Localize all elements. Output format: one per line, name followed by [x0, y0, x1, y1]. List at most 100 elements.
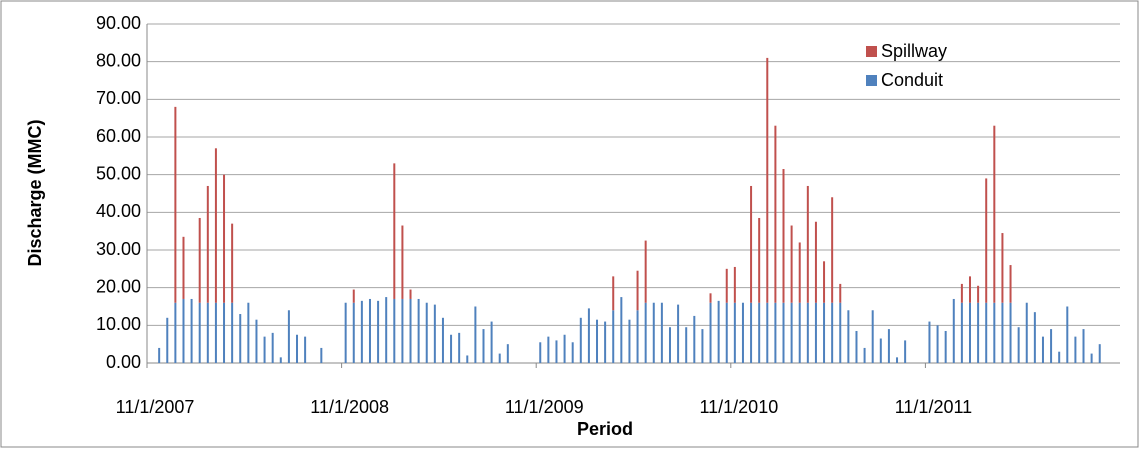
bar [879, 338, 882, 363]
bar [417, 298, 420, 363]
y-axis-title: Discharge (MMC) [25, 119, 45, 266]
bar [612, 276, 615, 311]
bar [604, 321, 607, 363]
bar [636, 270, 639, 311]
bar [214, 148, 217, 303]
bar [174, 302, 177, 363]
bar [555, 340, 558, 363]
bar [790, 225, 793, 303]
bar [960, 283, 963, 303]
bar [368, 298, 371, 363]
bar [466, 355, 469, 363]
bar [985, 178, 988, 303]
bar [628, 319, 631, 363]
bar [863, 347, 866, 363]
bar [1090, 353, 1093, 363]
bar [1025, 302, 1028, 363]
bar [806, 302, 809, 363]
bar [1050, 329, 1053, 363]
bar [223, 174, 226, 303]
bar [758, 302, 761, 363]
bar [750, 302, 753, 363]
bar [693, 315, 696, 363]
x-tick-label: 11/1/2008 [310, 397, 389, 417]
bar [709, 302, 712, 363]
bar [1017, 327, 1020, 363]
y-tick-label: 10.00 [96, 314, 141, 334]
y-tick-label: 0.00 [106, 352, 141, 372]
bar [960, 302, 963, 363]
bar [190, 298, 193, 363]
bar [458, 332, 461, 363]
bar [806, 185, 809, 303]
bar [441, 317, 444, 363]
y-tick-label: 30.00 [96, 239, 141, 259]
bar [206, 185, 209, 303]
legend-label: Conduit [881, 70, 943, 90]
bar [896, 357, 899, 363]
bar [450, 334, 453, 363]
bar [709, 293, 712, 303]
bar [587, 308, 590, 363]
bar [831, 302, 834, 363]
bar [644, 302, 647, 363]
bar [296, 334, 299, 363]
bar [320, 347, 323, 363]
bar [952, 298, 955, 363]
bar [993, 125, 996, 303]
bar [766, 57, 769, 303]
bar [1066, 306, 1069, 363]
bar [271, 332, 274, 363]
bar [482, 329, 485, 363]
bar [344, 302, 347, 363]
bar [701, 329, 704, 363]
bar [498, 353, 501, 363]
bar [547, 336, 550, 363]
bar [839, 283, 842, 303]
bar [733, 302, 736, 363]
bar [823, 261, 826, 303]
bar [433, 304, 436, 363]
bar [660, 302, 663, 363]
bar [1082, 329, 1085, 363]
bar [750, 185, 753, 303]
bar [847, 310, 850, 363]
bar [352, 289, 355, 303]
bar [304, 336, 307, 363]
y-tick-label: 50.00 [96, 163, 141, 183]
bar [231, 302, 234, 363]
bar [255, 319, 258, 363]
bar [506, 344, 509, 363]
bar [993, 302, 996, 363]
bar [725, 302, 728, 363]
bar [782, 302, 785, 363]
bar [977, 285, 980, 303]
y-tick-label: 40.00 [96, 201, 141, 221]
bar [158, 347, 161, 363]
bar [823, 302, 826, 363]
bar [539, 342, 542, 363]
x-tick-label: 11/1/2010 [699, 397, 778, 417]
bar [790, 302, 793, 363]
bar [774, 302, 777, 363]
bar [206, 302, 209, 363]
bar [766, 302, 769, 363]
bar [279, 357, 282, 363]
y-tick-label: 80.00 [96, 50, 141, 70]
bar [401, 225, 404, 299]
bar [247, 302, 250, 363]
bar [985, 302, 988, 363]
bar [231, 223, 234, 303]
bar [717, 300, 720, 363]
bar [1058, 351, 1061, 363]
bar [733, 266, 736, 303]
bar [652, 302, 655, 363]
bar [174, 106, 177, 303]
bar [474, 306, 477, 363]
bar [571, 342, 574, 363]
bar [287, 310, 290, 363]
bar [596, 319, 599, 363]
bar [1009, 265, 1012, 303]
